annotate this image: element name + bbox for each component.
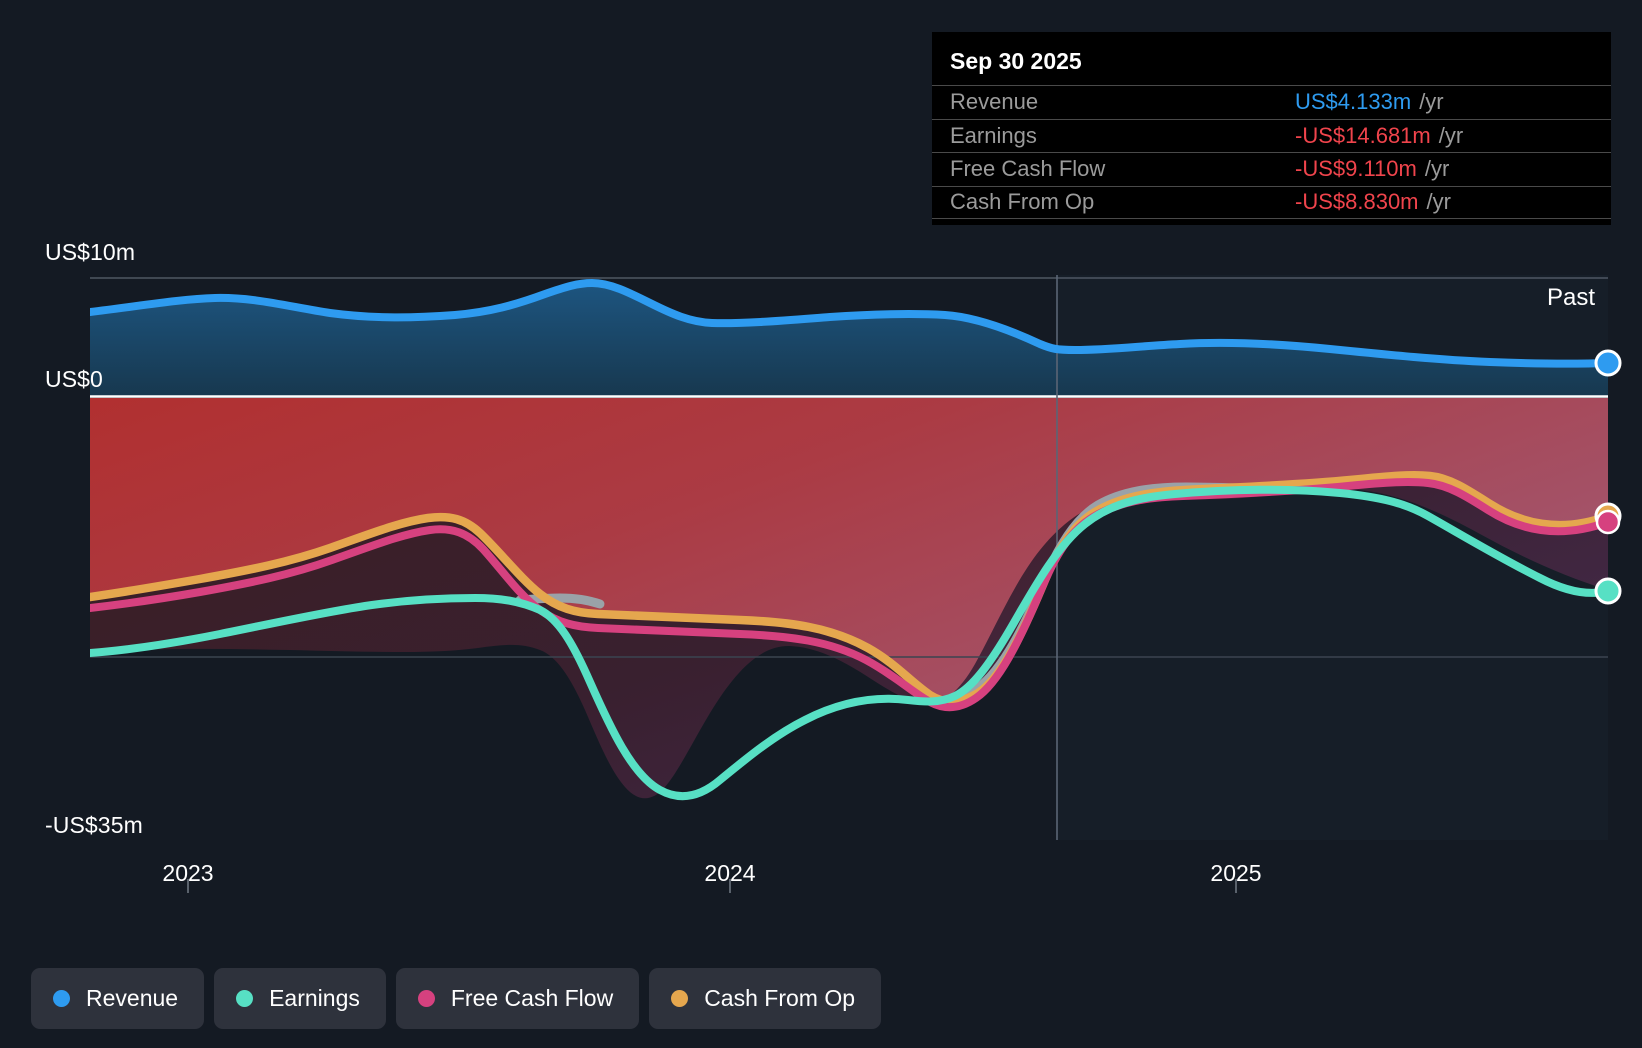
revenue-area [90,283,1608,396]
tooltip-metric-unit: /yr [1419,89,1444,115]
tooltip-metric-value: US$4.133m [1295,89,1412,115]
series-line-free-cash-flow [90,478,1608,712]
y-axis-label-bottom: -US$35m [45,812,143,838]
series-group [90,275,1608,840]
legend-item-label: Earnings [269,985,360,1011]
tooltip-metric-unit: /yr [1438,122,1464,148]
legend-color-dot-icon [417,990,435,1007]
endpoint-marker-revenue [1594,349,1622,377]
tooltip-metric-label: Cash From Op [950,189,1095,215]
tooltip-date-title: Sep 30 2025 [950,48,1082,74]
y-axis-label-zero: US$0 [45,366,103,392]
y-axis-label-top: US$10m [45,239,136,265]
endpoint-marker-free-cash-flow [1595,509,1621,535]
tooltip-row: Earnings -US$14.681m/yr [932,118,1611,153]
legend-item-cash-from-op[interactable]: Cash From Op [649,968,882,1029]
legend-item-free-cash-flow[interactable]: Free Cash Flow [395,968,640,1029]
past-region-label: Past [1546,284,1595,311]
tooltip-metric-unit: /yr [1426,189,1451,215]
x-axis-tick-2025: 2025 [1210,860,1262,886]
x-axis-ticks [187,879,1237,893]
tooltip-metric-value: -US$8.830m [1295,189,1419,215]
endpoint-marker-earnings [1594,577,1622,605]
tooltip-metric-label: Revenue [950,89,1039,115]
series-line-cash-from-op [90,470,1608,706]
series-line-revenue [90,279,1608,368]
x-axis-tick-2023: 2023 [162,860,214,886]
tooltip-metric-unit: /yr [1424,156,1450,182]
negative-area-outer [90,398,1608,702]
legend-color-dot-icon [671,990,689,1007]
legend-color-dot-icon [53,990,70,1007]
tooltip-row: Revenue US$4.133m/yr [932,85,1611,119]
legend-item-earnings[interactable]: Earnings [214,968,386,1029]
negative-area-inner [90,475,1608,799]
tooltip-metric-label: Free Cash Flow [950,156,1106,182]
tooltip-metric-value: -US$14.681m [1295,122,1431,148]
tooltip-metric-value: -US$9.110m [1295,156,1417,182]
legend-color-dot-icon [236,990,254,1007]
chart-legend: Revenue Earnings Free Cash Flow Cash From O… [31,968,882,1029]
tooltip-row: Free Cash Flow -US$9.110m/yr [932,152,1611,186]
legend-item-label: Cash From Op [704,985,856,1011]
chart-tooltip: Sep 30 2025 Revenue US$4.133m/yr Earnings -… [932,32,1611,225]
x-axis-tick-2024: 2024 [704,860,756,886]
tooltip-metric-label: Earnings [950,122,1037,148]
tooltip-rows: Revenue US$4.133m/yr Earnings -US$14.681m/y… [932,85,1611,219]
legend-item-revenue[interactable]: Revenue [31,968,205,1029]
series-line-earnings [90,485,1608,801]
tooltip-row: Cash From Op -US$8.830m/yr [932,185,1611,219]
legend-item-label: Free Cash Flow [450,985,614,1011]
legend-item-label: Revenue [86,985,179,1011]
